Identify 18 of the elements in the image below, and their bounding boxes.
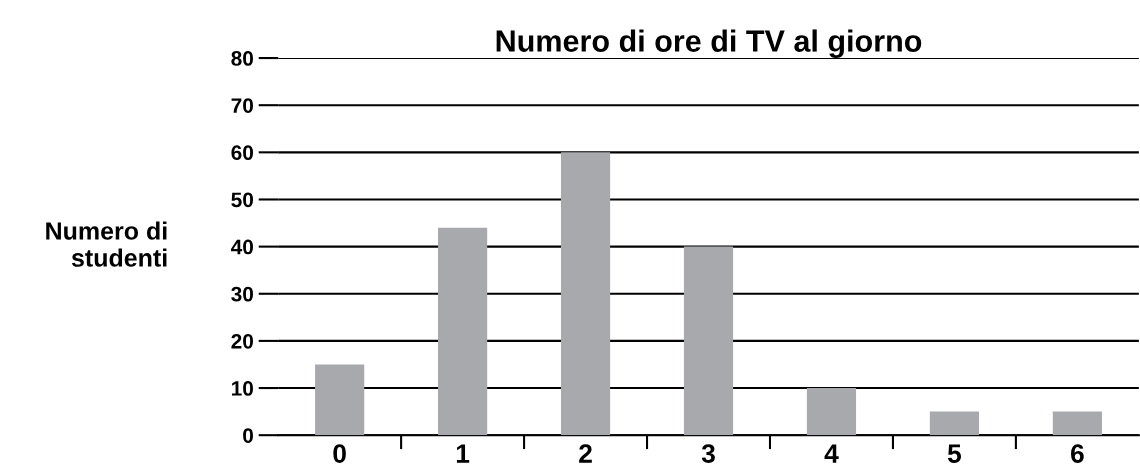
y-tick-label: 50 xyxy=(231,192,253,208)
x-tick-label: 4 xyxy=(824,444,839,463)
y-tick-label: 80 xyxy=(231,51,253,66)
x-tick-label: 1 xyxy=(456,444,470,463)
x-tick-label: 0 xyxy=(333,444,346,463)
x-tick-label: 2 xyxy=(579,444,592,463)
y-tick-label: 60 xyxy=(231,145,253,161)
y-tick-label: 70 xyxy=(231,98,253,113)
x-tick-label: 6 xyxy=(1071,444,1084,463)
y-tick-label: 0 xyxy=(243,428,253,443)
x-tick-label: 5 xyxy=(947,444,962,463)
y-tick-label: 40 xyxy=(231,239,253,255)
chart-title: Numero di ore di TV al giorno xyxy=(496,29,922,59)
y-tick-label: 30 xyxy=(231,286,253,302)
y-tick-label: 10 xyxy=(232,381,253,396)
x-tick-label: 3 xyxy=(701,444,715,463)
y-axis-title: Numero di studenti xyxy=(46,221,167,267)
y-tick-label: 20 xyxy=(231,333,253,349)
